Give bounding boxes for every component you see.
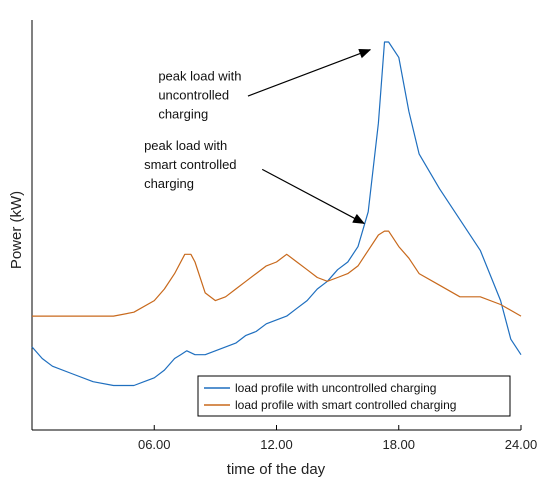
annotation-line: uncontrolled [158, 88, 229, 103]
annotation-line: peak load with [144, 138, 227, 153]
annotation-text-2: peak load with smart controlled charging [144, 138, 236, 191]
x-tick-label: 12.00 [260, 437, 293, 452]
annotation-line: peak load with [158, 69, 241, 84]
annotation-line: charging [158, 107, 208, 122]
annotation-arrow-2 [261, 168, 365, 224]
series-line-1 [31, 41, 522, 387]
legend-box [197, 375, 511, 417]
chart-axes: 06.00 12.00 18.00 24.00 [31, 20, 538, 452]
legend: load profile with uncontrolled charging l… [197, 375, 511, 417]
annotation-line: charging [144, 176, 194, 191]
legend-label-1: load profile with uncontrolled charging [235, 381, 436, 395]
annotation-text-1: peak load with uncontrolled charging [158, 69, 241, 122]
x-tick-label: 24.00 [505, 437, 538, 452]
x-tick-label: 18.00 [382, 437, 415, 452]
y-axis-label: Power (kW) [8, 191, 25, 269]
x-axis-label: time of the day [227, 461, 326, 478]
x-tick-label: 06.00 [138, 437, 171, 452]
annotation-arrow-1 [247, 48, 372, 97]
series-layer [31, 41, 522, 387]
legend-label-2: load profile with smart controlled charg… [235, 398, 456, 412]
annotation-line: smart controlled [144, 157, 236, 172]
series-line-2 [32, 230, 522, 317]
